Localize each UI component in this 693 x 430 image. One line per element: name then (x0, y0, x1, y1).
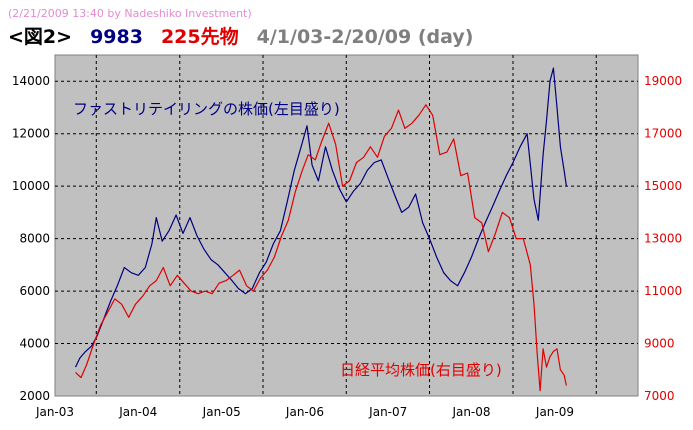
annotation-nikkei: 日経平均株価(右目盛り) (340, 361, 502, 379)
title-range: 4/1/03-2/20/09 (day) (257, 26, 474, 48)
y-right-tick-label: 7000 (644, 389, 675, 403)
chart-title: <図2> 9983 225先物 4/1/03-2/20/09 (day) (8, 25, 473, 48)
grid-layer (55, 55, 638, 396)
title-prefix: <図2> (8, 26, 72, 48)
fast-retailing-series-line (74, 67, 567, 368)
y-left-tick-label: 10000 (12, 179, 50, 193)
watermark-text: (2/21/2009 13:40 by Nadeshiko Investment… (8, 7, 252, 20)
x-tick-label: Jan-09 (535, 405, 574, 419)
x-tick-label: Jan-06 (285, 405, 324, 419)
y-left-tick-label: 6000 (19, 284, 50, 298)
title-futures: 225先物 (161, 25, 239, 48)
annotation-fast-retailing: ファストリテイリングの株価(左目盛り) (73, 100, 340, 118)
y-left-tick-label: 12000 (12, 127, 50, 141)
title-ticker: 9983 (90, 26, 143, 48)
y-left-tick-label: 4000 (19, 337, 50, 351)
y-right-tick-label: 13000 (644, 232, 682, 246)
y-right-tick-label: 11000 (644, 284, 682, 298)
y-left-tick-label: 2000 (19, 389, 50, 403)
y-left-tick-label: 14000 (12, 74, 50, 88)
x-tick-label: Jan-05 (202, 405, 241, 419)
y-right-tick-label: 15000 (644, 179, 682, 193)
x-tick-label: Jan-03 (35, 405, 74, 419)
y-left-tick-label: 8000 (19, 232, 50, 246)
series-layer (74, 67, 567, 392)
x-tick-label: Jan-04 (118, 405, 157, 419)
nikkei-series-line (75, 104, 567, 392)
axis-layer: 2000 4000 6000 8000 10000 12000 14000 7000 9000 1… (12, 74, 682, 419)
x-tick-label: Jan-07 (368, 405, 407, 419)
y-right-tick-label: 19000 (644, 74, 682, 88)
x-tick-label: Jan-08 (451, 405, 490, 419)
y-right-tick-label: 9000 (644, 337, 675, 351)
y-right-tick-label: 17000 (644, 127, 682, 141)
